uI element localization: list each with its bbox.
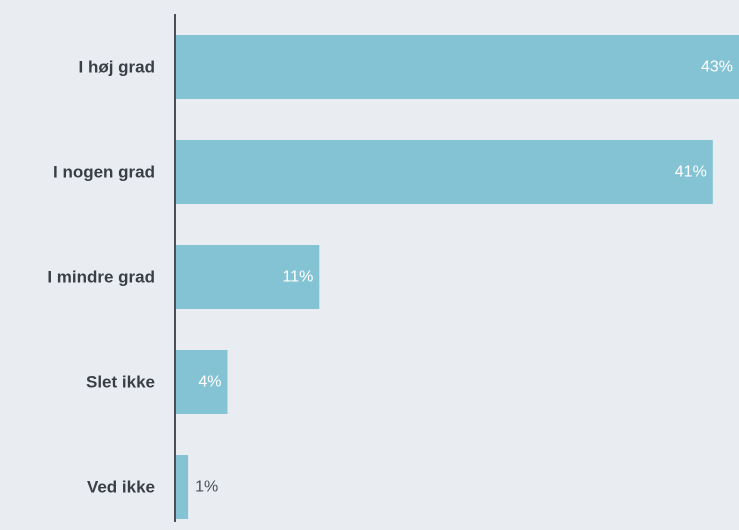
bar-i-nogen-grad — [175, 140, 713, 204]
value-label-ved-ikke: 1% — [195, 479, 218, 496]
bar-ved-ikke — [175, 455, 189, 519]
value-labels-group: 43% 41% 11% 4% 1% — [195, 59, 733, 496]
bar-i-hoej-grad — [175, 35, 739, 99]
category-label-i-mindre-grad: I mindre grad — [47, 268, 155, 287]
bars-group — [175, 35, 739, 519]
category-label-slet-ikke: Slet ikke — [86, 373, 155, 392]
value-label-i-mindre-grad: 11% — [282, 269, 313, 286]
category-label-i-hoej-grad: I høj grad — [79, 58, 156, 77]
value-label-slet-ikke: 4% — [198, 374, 221, 391]
bar-i-mindre-grad — [175, 245, 320, 309]
bar-slet-ikke — [175, 350, 228, 414]
category-label-i-nogen-grad: I nogen grad — [53, 163, 155, 182]
value-label-i-hoej-grad: 43% — [701, 59, 733, 76]
category-label-ved-ikke: Ved ikke — [87, 478, 155, 497]
category-labels-group: I høj grad I nogen grad I mindre grad Slet … — [47, 58, 155, 497]
value-label-i-nogen-grad: 41% — [675, 164, 707, 181]
